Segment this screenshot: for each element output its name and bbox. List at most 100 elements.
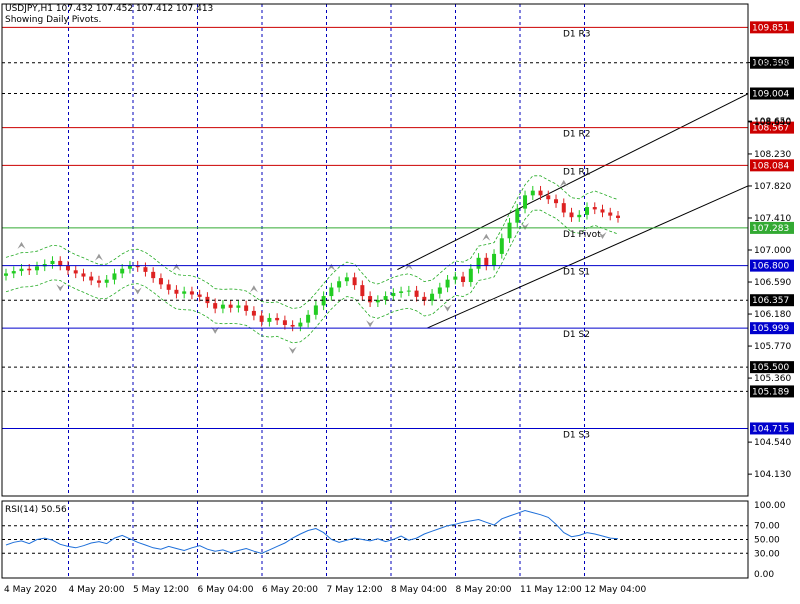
candle-body [135,265,140,268]
x-tick-label: 4 May 2020 [4,585,57,595]
dashed-level-label: 105.189 [752,387,789,397]
rsi-frame [1,500,749,579]
dashed-level-label: 105.500 [752,363,789,373]
x-tick-label: 7 May 12:00 [327,585,383,595]
dashed-level-tag [750,361,794,374]
rsi-panel: RSI(14) 50.56 100.00 70.00 50.00 30.00 0.00 [2,501,786,580]
candle-body [73,270,78,274]
fractals [17,179,607,354]
pivot-subtitle: Showing Daily Pivots. [5,15,101,25]
candle-body [182,291,187,294]
upper-envelope [5,175,619,310]
candle-body [476,257,481,269]
rsi-line [5,509,619,554]
pivot-value-label: 106.800 [752,262,789,272]
candle-body [228,304,233,308]
dashed-level-label: 109.398 [752,59,789,69]
price-tick-label: 108.640 [754,118,791,128]
price-tick-label: 106.590 [754,278,791,288]
candle-body [89,276,94,281]
candle-body [352,277,357,286]
candle-body [507,222,512,239]
candle-body [290,324,295,327]
x-tick-label: 11 May 12:00 [520,585,582,595]
candle-body [608,212,613,216]
rsi-level-label: 70.00 [754,522,780,532]
pivot-tag [750,159,794,172]
candle-body [112,273,117,280]
candle-body [577,214,582,218]
candle-body [344,277,349,282]
x-tick-label: 8 May 20:00 [456,585,512,595]
candle-body [313,305,318,315]
candle-body [19,268,24,272]
candle-body [414,290,419,297]
candle-body [11,271,16,274]
candle-body [399,291,404,293]
dashed-level-label: 109.004 [752,89,789,99]
pivot-tag [750,259,794,272]
rsi-level-label: 50.00 [754,536,780,546]
pivot-tag [750,322,794,335]
candle-body [499,238,504,254]
candle-body [585,207,590,215]
pivot-name: D1 R1 [563,167,591,177]
fractal-arrow [598,231,607,239]
candle-body [50,260,55,265]
candle-body [430,293,435,301]
candle-body [546,195,551,200]
candle-body [391,292,396,297]
fractal-arrow [249,285,258,293]
x-tick-label: 5 May 12:00 [133,585,189,595]
pivot-value-label: 108.084 [752,161,789,171]
x-tick-label: 6 May 04:00 [198,585,254,595]
candle-body [422,296,427,301]
pivot-name: D1 Pivot [563,230,601,240]
candle-body [259,315,264,322]
candle-body [523,195,528,209]
pivot-lines: 109.398 109.004 106.357 105.500 105.189 D1 R3… [2,21,794,440]
candle-body [104,279,109,283]
price-tick-label: 107.410 [754,214,791,224]
fractal-arrow [482,233,491,241]
pivot-name: D1 S2 [563,330,590,340]
candle-body [197,294,202,297]
fractal-arrow [17,241,26,249]
candle-body [275,317,280,321]
candle-body [538,190,543,196]
pivot-value-label: 105.999 [752,324,789,334]
price-tick-label: 106.180 [754,310,791,320]
fractal-arrow [172,263,181,271]
price-tick-label: 108.650 [754,117,791,127]
candle-body [96,280,101,283]
candle-body [375,299,380,303]
pivot-tag [750,221,794,234]
rsi-label: RSI(14) 50.56 [5,505,67,515]
fractal-arrow [366,320,375,328]
candle-body [554,199,559,204]
candle-body [27,268,32,271]
candle-body [329,287,334,297]
candle-body [484,257,489,266]
candle-body [267,317,272,322]
candle-body [127,265,132,269]
candle-body [244,305,249,311]
fractal-arrow [443,304,452,312]
lower-envelope [5,209,619,344]
symbol-info: USDJPY,H1 107.432 107.452 107.412 107.41… [5,4,213,14]
price-tick-label: 107.820 [754,182,791,192]
price-tick-label: 104.540 [754,438,791,448]
candle-body [492,253,497,266]
price-tick-label: 104.130 [754,470,791,480]
candle-body [616,215,620,218]
candle-body [453,276,458,280]
candle-body [236,305,241,308]
axes: 4 May 2020 4 May 20:00 5 May 12:00 6 May 04… [1,3,791,595]
candle-body [600,209,605,213]
candle-body [298,322,303,327]
candle-body [461,276,466,283]
pivot-name: D1 R2 [563,130,591,140]
pivot-name: D1 S3 [563,430,590,440]
